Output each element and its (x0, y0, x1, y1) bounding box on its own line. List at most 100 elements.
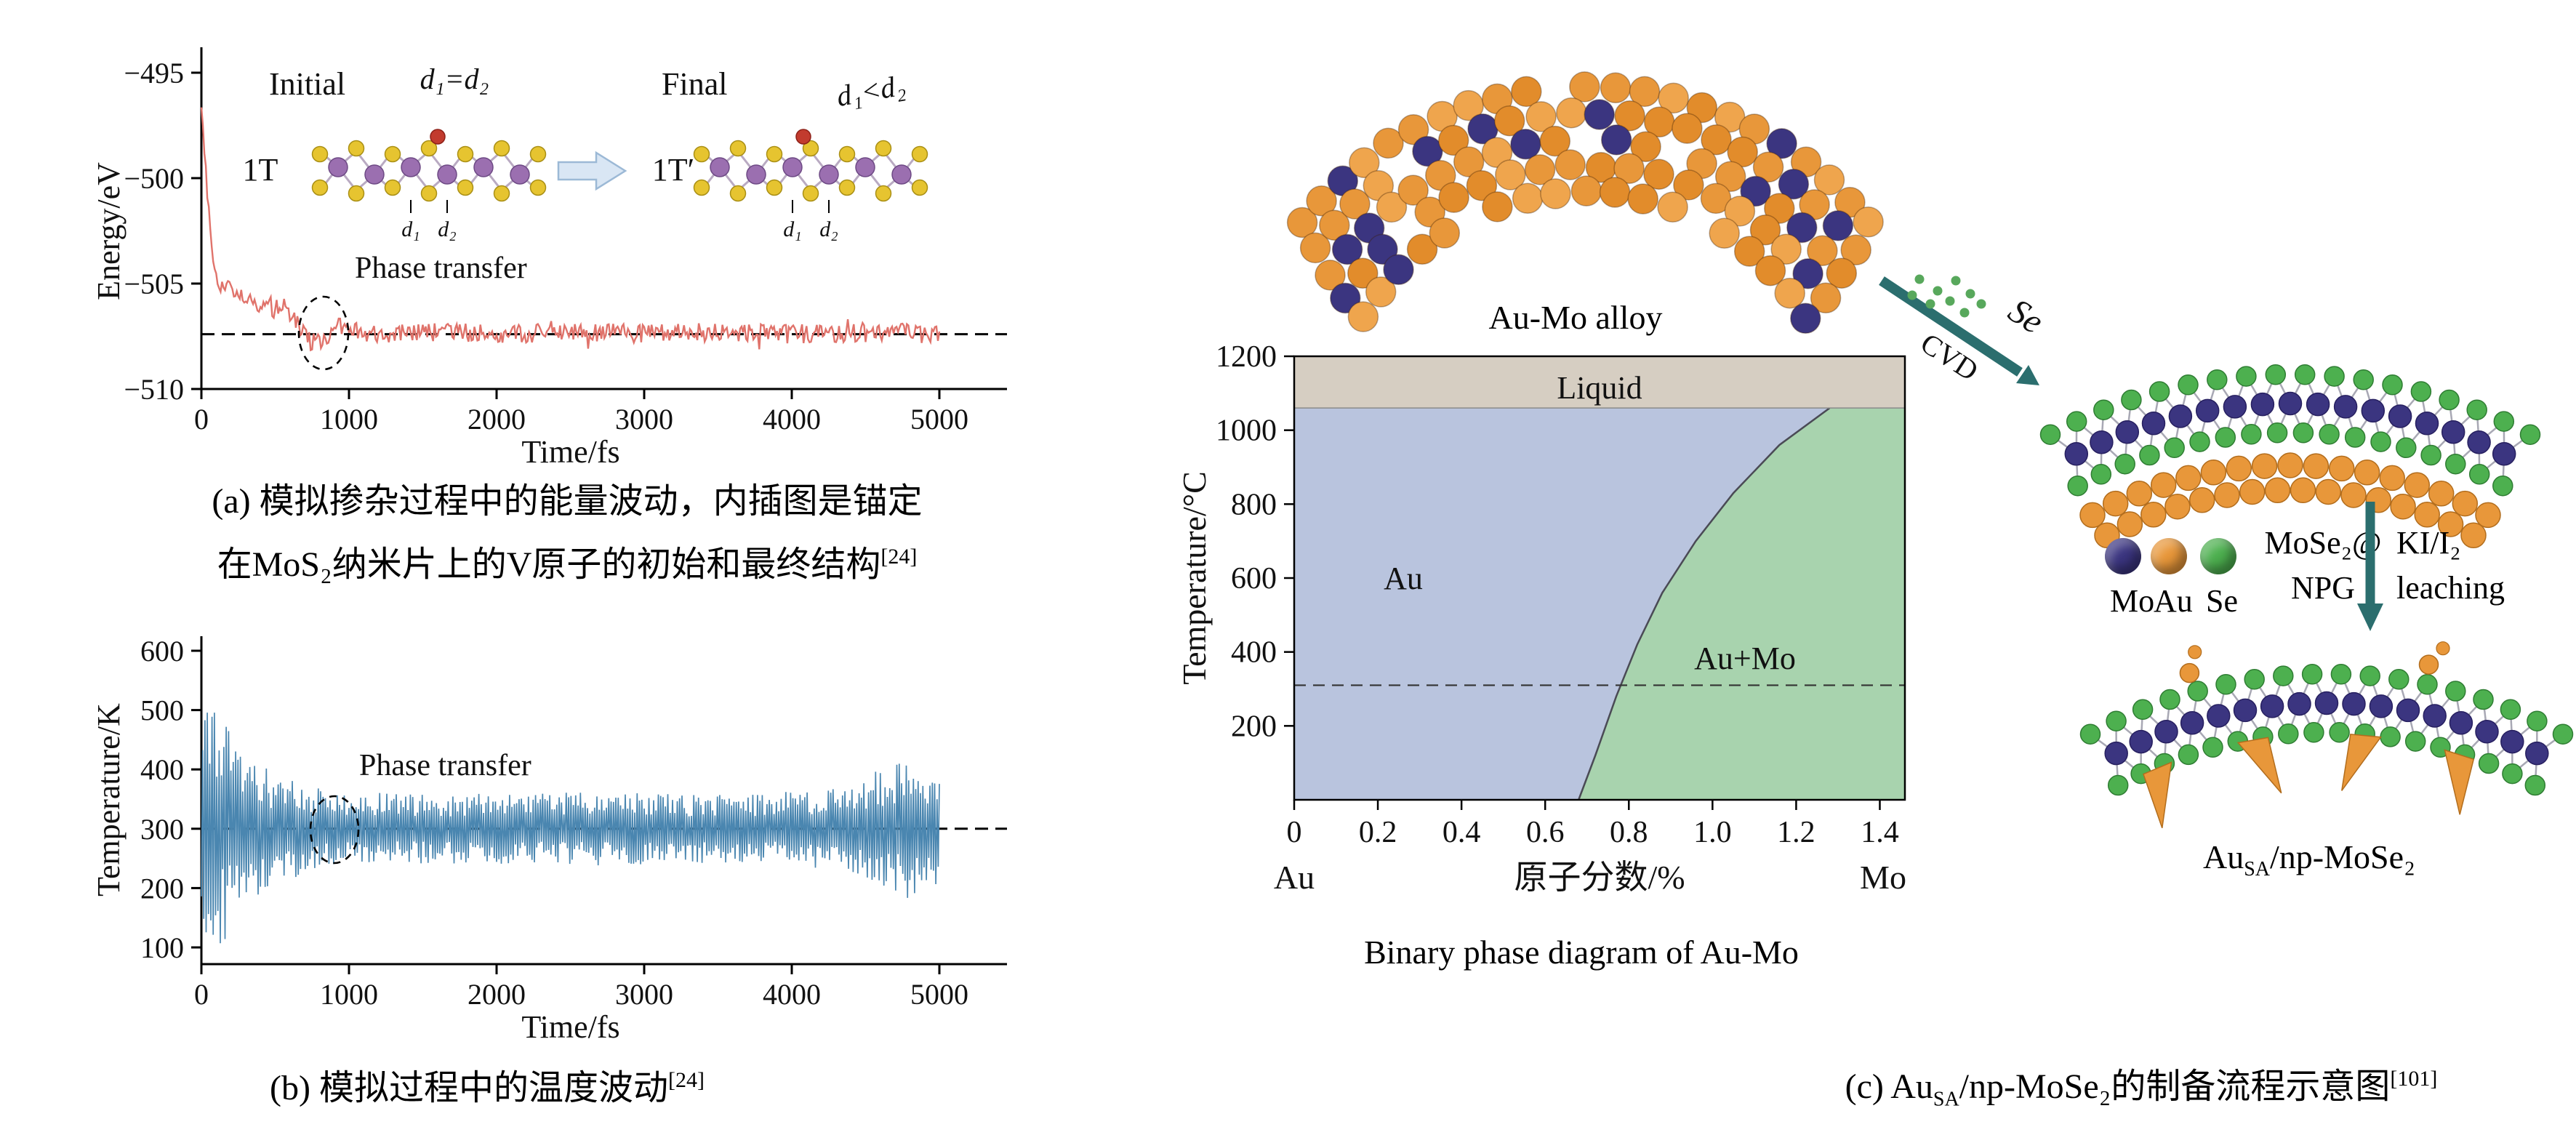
cvd-arrow: Se CVD (1879, 274, 2050, 388)
svg-text:400: 400 (140, 753, 184, 786)
phase-transfer-label-a: Phase transfer (355, 252, 527, 285)
phase-diagram-chart: 200 400 600 800 1000 1200 0 0.2 0.4 0.6 0.8 1.0 1.2 1… (1176, 340, 1906, 896)
caption-a-reference: [24] (880, 545, 918, 569)
svg-text:1200: 1200 (1216, 340, 1277, 374)
svg-text:1000: 1000 (320, 403, 378, 436)
inset-transition-arrow (557, 151, 627, 191)
phase-diagram-title: Binary phase diagram of Au-Mo (1364, 934, 1799, 971)
energy-trace (200, 107, 941, 352)
svg-text:−510: −510 (124, 373, 184, 406)
svg-text:200: 200 (1231, 710, 1277, 743)
phase-diagram-caption: Binary phase diagram of Au-Mo (1236, 925, 1927, 980)
svg-text:d₁<d₂: d₁<d₂ (834, 68, 907, 113)
caption-c-mid: /np-MoSe₂的制备流程示意图 (1959, 1067, 2391, 1106)
caption-c: (c) AuSA/np-MoSe₂的制备流程示意图[101] (1760, 1051, 2523, 1127)
temperature-x-axis-label: Time/fs (521, 1009, 619, 1045)
legend-mo-label: Mo (2110, 579, 2154, 624)
product-label-sub: SA (2244, 858, 2271, 881)
product-label-pre: Au (2203, 838, 2244, 875)
energy-x-axis-label: Time/fs (521, 434, 619, 470)
svg-text:0: 0 (1287, 816, 1302, 849)
caption-b: (b) 模拟过程中的温度波动[24] (87, 1053, 887, 1116)
svg-text:100: 100 (140, 931, 184, 964)
svg-text:0.2: 0.2 (1359, 816, 1397, 849)
svg-text:d₂: d₂ (819, 217, 838, 241)
caption-c-pre: (c) Au (1845, 1067, 1933, 1106)
svg-text:3000: 3000 (615, 403, 673, 436)
caption-a-line2: 在MoS₂纳米片上的V原子的初始和最终结构[24] (102, 529, 1032, 593)
legend-mo-text: Mo (2110, 583, 2155, 619)
svg-text:3000: 3000 (615, 978, 673, 1011)
svg-text:Initial: Initial (269, 66, 345, 102)
svg-text:0.4: 0.4 (1443, 816, 1481, 849)
svg-text:800: 800 (1231, 488, 1277, 521)
legend-au-text: Au (2154, 583, 2193, 619)
liquid-region (1294, 356, 1905, 409)
svg-text:d₂: d₂ (438, 217, 456, 241)
au-label: Au (1384, 561, 1423, 596)
svg-text:5000: 5000 (910, 403, 968, 436)
svg-text:1T′: 1T′ (652, 152, 695, 188)
svg-text:Final: Final (662, 66, 727, 102)
svg-text:0.6: 0.6 (1526, 816, 1565, 849)
caption-a-line1: (a) 模拟掺杂过程中的能量波动，内插图是锚定 (102, 474, 1032, 529)
phase-y-axis-label: Temperature/°C (1176, 471, 1213, 685)
legend-se-text: Se (2206, 583, 2238, 619)
svg-text:d₁=d₂: d₁=d₂ (420, 63, 489, 95)
svg-text:0.8: 0.8 (1610, 816, 1648, 849)
svg-text:4000: 4000 (763, 978, 821, 1011)
alloy-label: Au-Mo alloy (1357, 295, 1794, 340)
x-end-au: Au (1274, 859, 1315, 896)
caption-a-text1: (a) 模拟掺杂过程中的能量波动，内插图是锚定 (212, 482, 923, 521)
phase-transfer-marker-b (309, 795, 360, 865)
caption-a-text2: 在MoS₂纳米片上的V原子的初始和最终结构 (217, 545, 881, 584)
phase-transfer-marker-a (297, 295, 350, 371)
svg-text:200: 200 (140, 872, 184, 905)
caption-b-text: (b) 模拟过程中的温度波动 (270, 1069, 668, 1107)
svg-text:1.4: 1.4 (1861, 816, 1899, 849)
svg-text:−505: −505 (124, 268, 184, 300)
au-region (1294, 408, 1830, 800)
legend-mo-sphere (2105, 538, 2141, 574)
mose2-npg-label-line1: MoSe₂@ (2264, 525, 2382, 561)
legend-au-label: Au (2154, 579, 2193, 624)
ki-leaching-arrow (2357, 502, 2383, 631)
caption-b-reference: [24] (668, 1068, 705, 1092)
svg-text:1.2: 1.2 (1777, 816, 1815, 849)
svg-text:1T: 1T (243, 152, 278, 188)
legend-au-sphere (2151, 538, 2187, 574)
mose2-npg-label-line2: NPG (2290, 570, 2356, 606)
mose2-npg-illustration (2039, 364, 2541, 549)
energy-chart: −495 −500 −505 −510 0 1000 2000 3000 4000 5000 Ene… (91, 47, 1007, 470)
svg-text:5000: 5000 (910, 978, 968, 1011)
svg-text:600: 600 (1231, 562, 1277, 595)
svg-text:d₁: d₁ (783, 217, 801, 241)
mose2-npg-label: MoSe₂@ NPG (2250, 521, 2396, 611)
legend-se-label: Se (2206, 579, 2238, 624)
au-mo-alloy-illustration (1286, 71, 1884, 334)
phase-x-axis-label: 原子分数/% (1514, 859, 1685, 896)
ki-label-line1: KI/I₂ (2396, 525, 2461, 561)
svg-text:0: 0 (194, 978, 209, 1011)
liquid-label: Liquid (1557, 370, 1642, 406)
svg-text:600: 600 (140, 635, 184, 667)
x-end-mo: Mo (1860, 859, 1906, 896)
product-label-post: /np-MoSe₂ (2270, 838, 2416, 875)
product-label: AuSA/np-MoSe₂ (2203, 835, 2415, 892)
svg-text:0: 0 (194, 403, 209, 436)
svg-text:1000: 1000 (1216, 414, 1277, 448)
svg-text:500: 500 (140, 694, 184, 727)
svg-text:−500: −500 (124, 162, 184, 195)
temperature-trace (201, 713, 940, 944)
phase-transfer-label-b: Phase transfer (359, 749, 531, 782)
cvd-label: CVD (1915, 326, 1984, 388)
svg-text:1000: 1000 (320, 978, 378, 1011)
caption-c-sub: SA (1933, 1088, 1959, 1111)
svg-text:4000: 4000 (763, 403, 821, 436)
ausa-np-mose2-illustration (2079, 641, 2574, 829)
legend-se-sphere (2200, 538, 2236, 574)
svg-text:1.0: 1.0 (1693, 816, 1732, 849)
svg-text:d₁: d₁ (401, 217, 420, 241)
au-mo-label: Au+Mo (1694, 641, 1796, 676)
caption-c-reference: [101] (2390, 1067, 2438, 1091)
